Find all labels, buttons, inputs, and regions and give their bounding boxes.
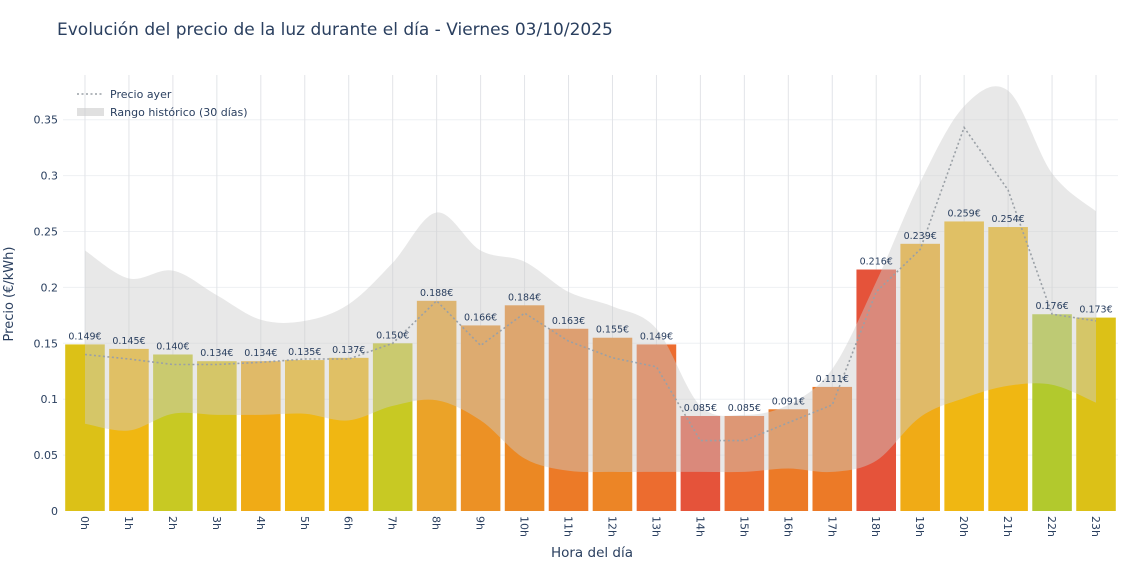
- x-tick-label: 9h: [474, 516, 487, 530]
- x-tick-label: 7h: [386, 516, 399, 530]
- y-axis-title: Precio (€/kWh): [2, 247, 17, 342]
- x-tick-label: 17h: [825, 516, 838, 537]
- x-tick-label: 13h: [649, 516, 662, 537]
- y-tick-label: 0.25: [34, 226, 59, 239]
- x-tick-label: 4h: [254, 516, 267, 530]
- bar-value-label: 0.134€: [200, 348, 233, 359]
- x-tick-label: 19h: [913, 516, 926, 537]
- bar-layer: [65, 221, 1116, 512]
- price-bar-23h: [1076, 317, 1116, 511]
- historical-range-area: [85, 86, 1096, 473]
- bar-value-label: 0.085€: [684, 403, 717, 414]
- price-bar-18h: [856, 269, 897, 511]
- price-bar-10h: [504, 305, 545, 511]
- price-bar-5h: [284, 360, 325, 511]
- price-bar-4h: [241, 361, 281, 511]
- x-tick-label: 22h: [1045, 516, 1058, 537]
- x-tick-label: 3h: [210, 516, 223, 530]
- bar-value-label: 0.091€: [772, 396, 805, 407]
- bar-value-label: 0.140€: [156, 341, 189, 352]
- price-bar-14h: [680, 415, 721, 511]
- x-tick-label: 23h: [1089, 516, 1102, 537]
- price-bar-7h: [372, 343, 413, 511]
- price-bar-20h: [944, 221, 984, 511]
- x-tick-label: 14h: [693, 516, 706, 537]
- bar-label-layer: 0.149€ 0.145€ 0.140€ 0.134€ 0.134€ 0.135€ 0.13…: [68, 208, 1112, 414]
- x-tick-label: 5h: [298, 516, 311, 530]
- bar-value-label: 0.173€: [1079, 305, 1112, 316]
- bar-value-label: 0.188€: [420, 288, 453, 299]
- x-tick-label: 8h: [430, 516, 443, 530]
- y-tick-label: 0.1: [41, 393, 59, 406]
- x-tick-label: 11h: [562, 516, 575, 537]
- x-tick-label: 20h: [957, 516, 970, 537]
- bar-value-label: 0.176€: [1035, 301, 1068, 312]
- bar-value-label: 0.166€: [464, 312, 497, 323]
- historical-range-band-layer: [85, 86, 1096, 473]
- bar-value-label: 0.239€: [904, 231, 937, 242]
- price-bar-19h: [900, 243, 940, 512]
- chart-title: Evolución del precio de la luz durante e…: [57, 20, 613, 40]
- price-bar-3h: [197, 361, 237, 511]
- x-tick-label: 12h: [606, 516, 619, 537]
- legend-yesterday-label: Precio ayer: [110, 88, 172, 101]
- legend-range-swatch: [77, 108, 104, 116]
- bar-value-label: 0.163€: [552, 316, 585, 327]
- price-bar-8h: [416, 300, 457, 511]
- y-tick-label: 0.2: [41, 281, 59, 294]
- price-bar-16h: [768, 409, 809, 511]
- price-bar-17h: [812, 386, 853, 511]
- y-tick-label: 0.05: [34, 449, 59, 462]
- y-tick-label: 0: [51, 505, 58, 518]
- bar-value-label: 0.111€: [816, 374, 849, 385]
- y-tick-label: 0.35: [34, 114, 59, 127]
- bar-value-label: 0.150€: [376, 330, 409, 341]
- bar-value-label: 0.155€: [596, 325, 629, 336]
- bar-value-label: 0.134€: [244, 348, 277, 359]
- price-bar-22h: [1032, 314, 1072, 511]
- x-tick-label: 10h: [518, 516, 531, 537]
- x-tick-label: 0h: [78, 516, 91, 530]
- legend-range-label: Rango histórico (30 días): [110, 106, 248, 119]
- legend[interactable]: Precio ayer Rango histórico (30 días): [77, 88, 248, 119]
- price-bar-12h: [592, 337, 633, 511]
- price-bar-0h: [65, 344, 105, 511]
- bar-value-label: 0.254€: [991, 214, 1024, 225]
- price-bar-2h: [153, 354, 193, 511]
- x-tick-label: 15h: [737, 516, 750, 537]
- bar-value-label: 0.145€: [112, 336, 145, 347]
- y-tick-label: 0.15: [34, 337, 59, 350]
- bar-value-label: 0.149€: [640, 331, 673, 342]
- x-tick-label: 18h: [869, 516, 882, 537]
- price-bar-21h: [988, 227, 1028, 512]
- x-tick-label: 16h: [781, 516, 794, 537]
- x-axis-title: Hora del día: [551, 545, 633, 561]
- price-bar-15h: [724, 415, 765, 511]
- price-bar-9h: [460, 325, 501, 511]
- bar-value-label: 0.149€: [68, 331, 101, 342]
- bar-value-label: 0.085€: [728, 403, 761, 414]
- price-bar-13h: [636, 344, 677, 511]
- bar-value-label: 0.216€: [860, 257, 893, 268]
- yesterday-line-layer: [84, 125, 1097, 442]
- price-bar-1h: [109, 348, 149, 511]
- price-bar-6h: [328, 357, 369, 511]
- y-tick-label: 0.3: [41, 170, 59, 183]
- price-bar-11h: [548, 328, 589, 511]
- yesterday-price-line: [84, 125, 1097, 442]
- x-tick-label: 6h: [342, 516, 355, 530]
- x-tick-label: 2h: [166, 516, 179, 530]
- bar-value-label: 0.184€: [508, 292, 541, 303]
- bar-value-label: 0.137€: [332, 345, 365, 356]
- bar-value-label: 0.259€: [948, 208, 981, 219]
- x-tick-label: 1h: [122, 516, 135, 530]
- x-tick-label: 21h: [1001, 516, 1014, 537]
- axis-layer: 0 0.05 0.1 0.15 0.2 0.25 0.3 0.35 0h 1h 2h 3h 4h 5h 6h…: [34, 114, 1103, 537]
- bar-value-label: 0.135€: [288, 347, 321, 358]
